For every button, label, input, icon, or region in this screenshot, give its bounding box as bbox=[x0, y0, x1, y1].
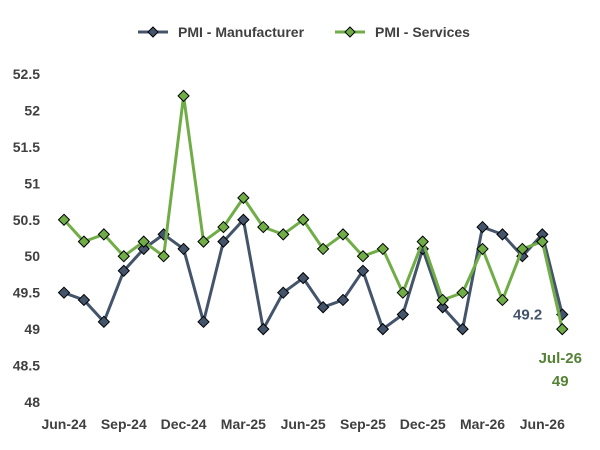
data-point-services bbox=[476, 242, 489, 256]
y-tick-label: 52.5 bbox=[13, 66, 40, 82]
legend-item-services: PMI - Services bbox=[335, 24, 470, 40]
data-point-manufacturer bbox=[496, 228, 509, 241]
data-point-manufacturer bbox=[177, 242, 190, 256]
data-point-services bbox=[157, 250, 170, 263]
y-tick-label: 48 bbox=[24, 394, 40, 410]
data-point-services bbox=[496, 293, 509, 307]
x-tick-label: Jun-24 bbox=[41, 416, 86, 432]
y-tick-label: 52 bbox=[24, 102, 40, 118]
x-tick-label: Sep-25 bbox=[340, 416, 386, 432]
data-point-manufacturer bbox=[356, 264, 370, 278]
data-point-services bbox=[416, 235, 429, 248]
legend-item-manufacturer: PMI - Manufacturer bbox=[138, 24, 305, 40]
data-point-services bbox=[77, 235, 91, 248]
data-point-services bbox=[137, 235, 150, 248]
data-point-services bbox=[356, 250, 370, 263]
data-point-services bbox=[436, 293, 449, 307]
x-tick-label: Dec-24 bbox=[161, 416, 207, 432]
y-axis: 48 48.5 49 49.5 50 50.5 51 51.5 52 52.5 bbox=[13, 66, 40, 410]
data-point-manufacturer bbox=[456, 322, 469, 336]
data-point-manufacturer bbox=[117, 264, 130, 278]
data-point-manufacturer bbox=[97, 315, 111, 329]
data-point-services bbox=[536, 235, 549, 248]
legend-label: PMI - Services bbox=[375, 24, 470, 40]
y-tick-label: 50 bbox=[24, 248, 40, 264]
data-point-services bbox=[237, 191, 250, 205]
annotations: 49.2 Jul-26 49 bbox=[513, 307, 582, 390]
data-point-services bbox=[217, 220, 230, 234]
data-point-manufacturer bbox=[237, 213, 250, 226]
x-tick-label: Sep-24 bbox=[101, 416, 147, 432]
x-tick-label: Jun-25 bbox=[281, 416, 326, 432]
y-tick-label: 49.5 bbox=[13, 285, 40, 301]
data-point-services bbox=[456, 286, 469, 299]
data-point-services bbox=[336, 228, 350, 241]
x-axis: Jun-24 Sep-24 Dec-24 Mar-25 Jun-25 Sep-25 Dec-… bbox=[41, 416, 565, 432]
data-point-services bbox=[197, 235, 210, 248]
series-layer bbox=[57, 89, 569, 336]
data-point-services bbox=[296, 213, 310, 226]
data-point-manufacturer bbox=[476, 220, 489, 234]
data-point-manufacturer bbox=[77, 293, 91, 307]
annotation-label: 49.2 bbox=[513, 307, 542, 324]
annotation-label: Jul-26 bbox=[539, 350, 582, 367]
data-point-manufacturer bbox=[57, 286, 71, 299]
y-tick-label: 49 bbox=[24, 321, 40, 337]
y-tick-label: 50.5 bbox=[13, 212, 40, 228]
data-point-manufacturer bbox=[217, 235, 230, 248]
data-point-manufacturer bbox=[396, 308, 410, 321]
data-point-services bbox=[97, 228, 111, 241]
data-point-services bbox=[57, 213, 71, 226]
data-point-manufacturer bbox=[296, 271, 310, 285]
y-tick-label: 51 bbox=[24, 175, 40, 191]
legend-label: PMI - Manufacturer bbox=[178, 24, 305, 40]
data-point-services bbox=[257, 220, 270, 234]
data-point-manufacturer bbox=[257, 322, 270, 336]
x-tick-label: Mar-26 bbox=[460, 416, 505, 432]
data-point-services bbox=[516, 242, 529, 256]
x-tick-label: Jun-26 bbox=[520, 416, 565, 432]
legend-marker bbox=[344, 26, 356, 38]
data-point-manufacturer bbox=[316, 301, 330, 314]
data-point-manufacturer bbox=[336, 293, 350, 307]
data-point-services bbox=[277, 228, 290, 241]
data-point-services bbox=[117, 250, 130, 263]
data-point-services bbox=[177, 89, 190, 103]
data-point-manufacturer bbox=[376, 322, 390, 336]
data-point-manufacturer bbox=[137, 242, 150, 256]
data-point-manufacturer bbox=[436, 301, 449, 314]
legend: PMI - Manufacturer PMI - Services bbox=[138, 24, 470, 40]
data-point-services bbox=[316, 242, 330, 256]
annotation-label: 49 bbox=[552, 373, 569, 390]
y-tick-label: 48.5 bbox=[13, 358, 40, 374]
data-point-services bbox=[556, 322, 569, 336]
data-point-manufacturer bbox=[197, 315, 210, 329]
legend-marker bbox=[147, 26, 159, 38]
data-point-manufacturer bbox=[277, 286, 290, 299]
x-tick-label: Mar-25 bbox=[221, 416, 266, 432]
x-tick-label: Dec-25 bbox=[400, 416, 446, 432]
series-services bbox=[57, 89, 569, 336]
data-point-services bbox=[376, 242, 390, 256]
data-point-services bbox=[396, 286, 410, 299]
y-tick-label: 51.5 bbox=[13, 139, 40, 155]
